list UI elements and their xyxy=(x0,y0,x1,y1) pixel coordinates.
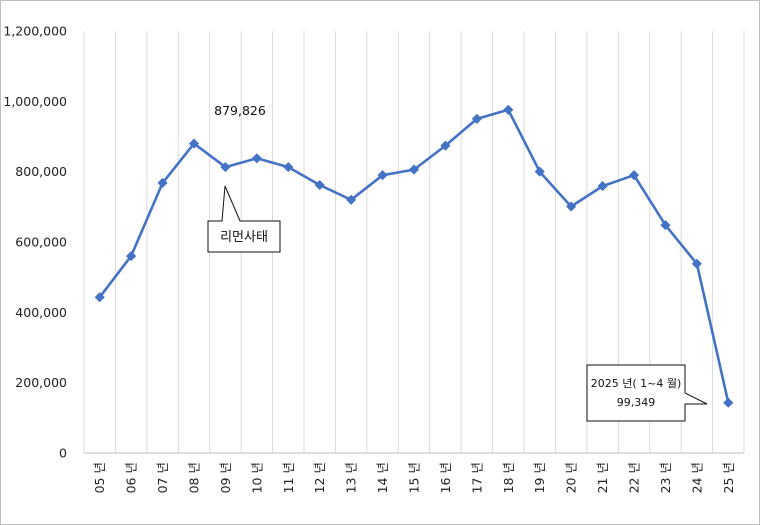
data-point xyxy=(471,113,482,124)
x-tick-label: 16 년 xyxy=(438,462,453,493)
x-tick-label: 22 년 xyxy=(627,462,642,493)
data-point xyxy=(503,104,514,115)
callout-lehman-box xyxy=(207,185,281,253)
data-point xyxy=(691,258,702,269)
x-tick-label: 20 년 xyxy=(564,462,579,493)
data-point xyxy=(377,170,388,181)
x-tick-label: 11 년 xyxy=(281,462,296,493)
data-point xyxy=(566,201,577,212)
callout-2025: 2025 년( 1~4 월) 99,349 xyxy=(586,364,708,422)
x-tick-label: 12 년 xyxy=(312,462,327,493)
data-point xyxy=(220,162,231,173)
x-tick-label: 05 년 xyxy=(92,462,107,493)
y-tick-label: 800,000 xyxy=(15,164,67,179)
x-tick-label: 25 년 xyxy=(721,462,736,493)
data-point xyxy=(251,153,262,164)
callout-2025-period: 2025 년( 1~4 월) xyxy=(591,377,682,390)
callout-2025-box xyxy=(586,364,708,422)
series-points xyxy=(94,104,734,408)
data-point xyxy=(157,177,168,188)
x-tick-label: 21 년 xyxy=(595,462,610,493)
y-tick-labels: 0 200,000 400,000 600,000 800,000 1,000,000 1,… xyxy=(3,24,67,461)
data-point xyxy=(188,138,200,149)
x-tick-label: 06 년 xyxy=(124,462,139,493)
data-point xyxy=(660,220,671,231)
callout-lehman: 리먼사태 xyxy=(207,185,281,253)
data-point xyxy=(440,140,451,151)
data-point xyxy=(283,162,294,173)
y-tick-label: 200,000 xyxy=(15,375,67,390)
x-tick-label: 24 년 xyxy=(689,462,704,493)
y-tick-label: 600,000 xyxy=(15,235,67,250)
data-point xyxy=(628,170,640,181)
y-tick-label: 0 xyxy=(59,446,67,461)
x-tick-label: 13 년 xyxy=(344,462,359,493)
callout-2025-value: 99,349 xyxy=(617,396,656,409)
x-tick-label: 14 년 xyxy=(375,462,390,493)
peak-annotation: 879,826 xyxy=(214,103,266,118)
x-tick-label: 18 년 xyxy=(501,462,516,493)
x-tick-label: 23 년 xyxy=(658,462,673,493)
x-tick-label: 07 년 xyxy=(155,462,170,493)
x-tick-labels: 05 년 06 년 07 년 08 년 09 년 10 년 11 년 12 년 13 년 14 년… xyxy=(92,462,736,493)
x-tick-label: 10 년 xyxy=(249,462,264,493)
data-point xyxy=(597,181,608,192)
y-tick-label: 1,000,000 xyxy=(3,94,67,109)
x-tick-label: 09 년 xyxy=(218,462,233,493)
data-point xyxy=(408,164,420,175)
x-tick-label: 17 년 xyxy=(469,462,484,493)
data-point xyxy=(314,179,325,191)
y-tick-label: 1,200,000 xyxy=(3,24,67,39)
callout-lehman-text: 리먼사태 xyxy=(220,230,268,245)
data-point xyxy=(723,397,734,408)
data-point xyxy=(126,251,137,262)
y-tick-label: 400,000 xyxy=(15,305,67,320)
grid-lines xyxy=(83,31,745,453)
x-tick-label: 19 년 xyxy=(532,462,547,493)
data-point xyxy=(94,292,105,303)
data-point xyxy=(534,166,545,177)
series-line xyxy=(98,108,730,403)
data-point xyxy=(346,194,357,205)
x-tick-label: 08 년 xyxy=(187,462,202,493)
x-tick-label: 15 년 xyxy=(407,462,422,493)
